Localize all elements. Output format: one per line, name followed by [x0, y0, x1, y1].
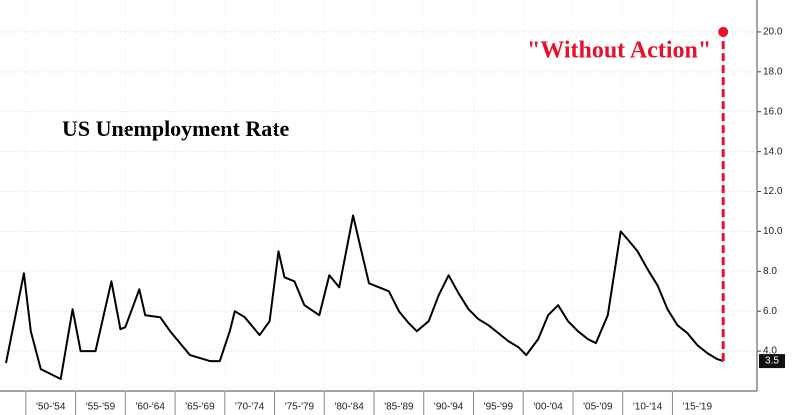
y-tick-label: 4.0 — [763, 346, 777, 357]
chart-title: US Unemployment Rate — [62, 116, 290, 141]
x-tick-label: '70-'74 — [235, 402, 265, 413]
x-tick-label: '55-'59 — [86, 402, 116, 413]
x-tick-label: '00-'04 — [533, 402, 563, 413]
y-tick-label: 18.0 — [763, 66, 783, 77]
x-tick-label: '60-'64 — [136, 402, 166, 413]
y-tick-label: 12.0 — [763, 186, 783, 197]
x-tick-label: '95-'99 — [484, 402, 514, 413]
y-tick-label: 20.0 — [763, 27, 783, 38]
x-tick-label: '15-'19 — [683, 402, 713, 413]
last-value-label: 3.5 — [765, 356, 779, 367]
x-tick-label: '05-'09 — [583, 402, 613, 413]
x-tick-label: '80-'84 — [334, 402, 364, 413]
x-tick-label: '85-'89 — [384, 402, 414, 413]
x-tick-label: '90-'94 — [434, 402, 464, 413]
x-tick-label: '50-'54 — [36, 402, 66, 413]
x-tick-label: '75-'79 — [285, 402, 315, 413]
y-tick-label: 14.0 — [763, 146, 783, 157]
x-tick-label: '65-'69 — [185, 402, 215, 413]
projection-point — [718, 26, 729, 37]
y-tick-label: 8.0 — [763, 266, 777, 277]
last-value-box — [759, 354, 785, 369]
y-tick-label: 10.0 — [763, 226, 783, 237]
projection-label: "Without Action" — [527, 37, 711, 63]
y-tick-label: 6.0 — [763, 306, 777, 317]
x-tick-label: '10-'14 — [633, 402, 663, 413]
line-series — [5, 214, 724, 380]
y-tick-label: 16.0 — [763, 106, 783, 117]
